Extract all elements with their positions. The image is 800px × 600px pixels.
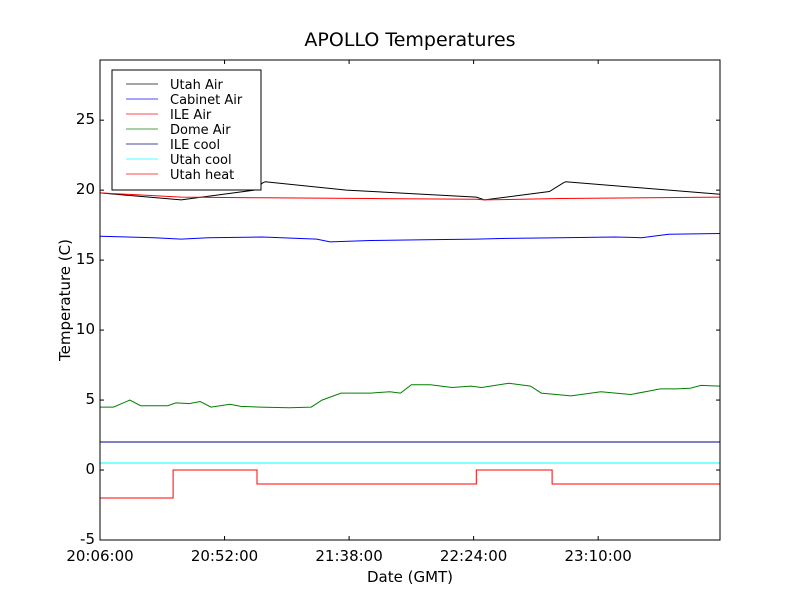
plot-frame: [99, 59, 721, 541]
y-tick-label: 10: [76, 320, 95, 338]
series-line-dome-air: [100, 382, 721, 409]
series-line-utah-air: [99, 181, 721, 201]
x-tick-label: 20:52:00: [191, 547, 258, 565]
y-axis-label: Temperature (C): [56, 239, 74, 362]
y-tick-label: 15: [76, 250, 95, 268]
y-tick-label: 5: [85, 390, 95, 408]
legend-label: Utah cool: [170, 153, 232, 168]
legend-label: Dome Air: [170, 123, 231, 138]
legend-label: ILE cool: [170, 138, 220, 153]
y-tick-label: 25: [76, 110, 95, 128]
y-tick-label: -5: [80, 530, 95, 548]
y-tick-label: 0: [85, 460, 95, 478]
legend-label: ILE Air: [170, 108, 212, 123]
x-tick-label: 23:10:00: [564, 547, 631, 565]
x-axis-label: Date (GMT): [367, 568, 453, 586]
series-line-ile-air: [99, 192, 721, 201]
legend-label: Utah Air: [170, 78, 223, 93]
x-tick-label: 22:24:00: [440, 547, 507, 565]
legend-label: Cabinet Air: [170, 93, 243, 108]
y-tick-label: 20: [76, 180, 95, 198]
series-line-cabinet-air: [99, 233, 721, 243]
legend-box: [111, 69, 262, 191]
chart-title: APOLLO Temperatures: [304, 29, 515, 51]
x-tick-label: 21:38:00: [315, 547, 382, 565]
x-tick-label: 20:06:00: [66, 547, 133, 565]
legend-label: Utah heat: [170, 168, 234, 183]
series-line-utah-heat: [100, 469, 720, 499]
